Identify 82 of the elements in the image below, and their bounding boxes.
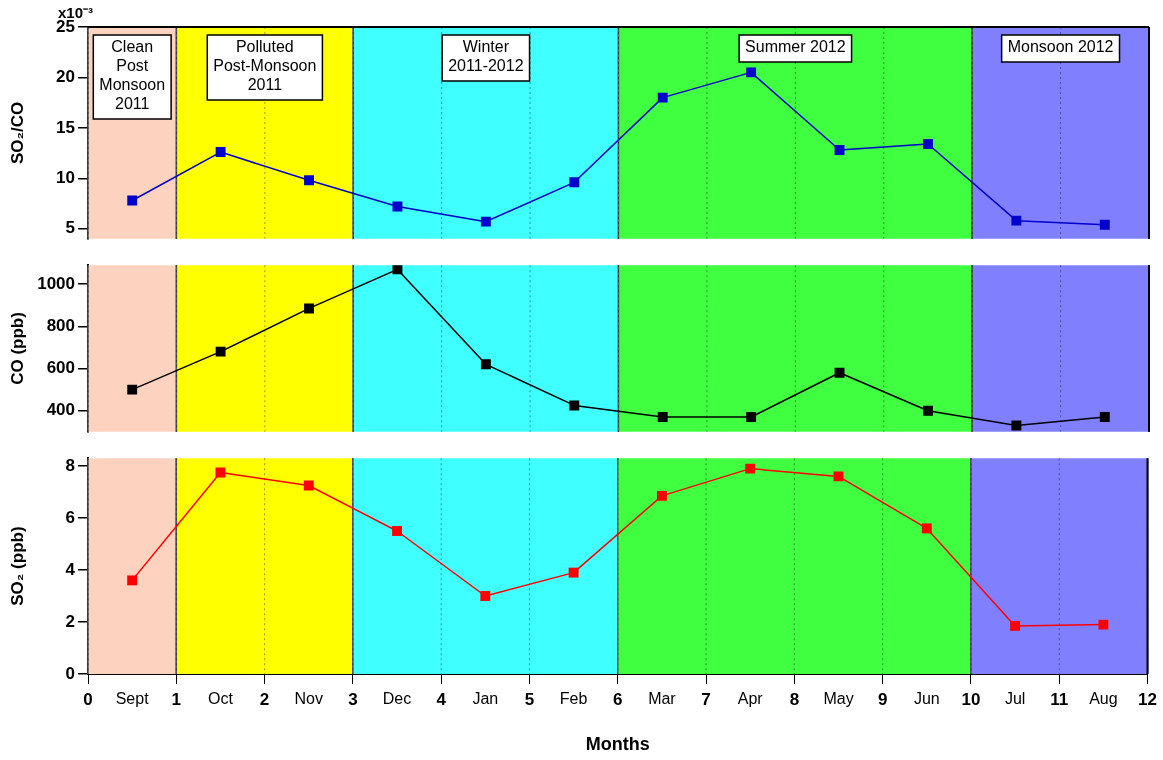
- point: [1099, 412, 1110, 422]
- point: [480, 359, 491, 370]
- x-tick-label: Sept: [115, 690, 150, 708]
- point: [568, 567, 579, 578]
- x-tick-label: Apr: [737, 690, 764, 708]
- y-tick-label: 800: [46, 316, 75, 336]
- point: [745, 463, 756, 474]
- point: [304, 175, 314, 186]
- x-tick-label: 8: [789, 689, 800, 709]
- point: [215, 147, 226, 158]
- point: [392, 526, 402, 536]
- x-tick-label: 5: [524, 689, 535, 709]
- point: [656, 490, 667, 501]
- point: [657, 412, 668, 422]
- point: [1098, 619, 1109, 630]
- band-label: Winter 2011-2012: [448, 38, 524, 75]
- point: [833, 471, 844, 482]
- point: [834, 145, 845, 155]
- y-axis-title: SO₂ (ppb): [7, 526, 27, 606]
- y-tick-label: 400: [46, 400, 75, 420]
- point: [923, 405, 933, 416]
- x-tick-label: Mar: [648, 690, 677, 708]
- x-tick-label: 9: [877, 689, 888, 709]
- x-tick-label: 0: [83, 689, 93, 709]
- x-tick-label: Feb: [559, 690, 588, 708]
- y-tick-label: 2: [65, 611, 75, 631]
- point: [569, 177, 580, 188]
- point: [480, 216, 491, 227]
- point: [215, 467, 226, 478]
- y-tick-label: 6: [65, 507, 75, 527]
- y-tick-label: 8: [65, 455, 75, 475]
- point: [480, 591, 491, 601]
- x-tick-label: Jun: [913, 690, 940, 708]
- x-axis-title: Months: [585, 734, 650, 755]
- point: [127, 384, 138, 395]
- point: [215, 346, 226, 357]
- point: [127, 575, 138, 586]
- point: [1011, 420, 1022, 431]
- x-tick-label: May: [823, 690, 854, 708]
- y-axis-title: CO (ppb): [7, 312, 27, 385]
- x-tick-label: 10: [961, 689, 981, 709]
- x-tick-label: Dec: [382, 690, 412, 708]
- point: [569, 400, 580, 411]
- point: [304, 303, 314, 314]
- point: [834, 367, 845, 378]
- x-tick-label: Aug: [1089, 690, 1118, 708]
- x-tick-label: 1: [171, 689, 182, 709]
- y-tick-label: 1000: [37, 273, 75, 293]
- band-label: Summer 2012: [745, 38, 846, 56]
- y-tick-label: 600: [46, 358, 75, 378]
- point: [303, 480, 314, 491]
- x-tick-label: 4: [436, 689, 447, 709]
- point: [1010, 620, 1021, 631]
- x-tick-label: Jan: [472, 690, 499, 708]
- y-tick-label: 10: [56, 167, 75, 187]
- point: [746, 67, 757, 78]
- x-tick-label: Nov: [294, 690, 323, 708]
- x-tick-label: 2: [259, 689, 270, 709]
- x-tick-label: 3: [348, 689, 358, 709]
- y-tick-label: 5: [65, 218, 75, 238]
- point: [657, 92, 668, 103]
- y-tick-label: 0: [65, 663, 75, 683]
- y-tick-label: 15: [56, 117, 75, 137]
- y-tick-label: 4: [65, 559, 76, 579]
- x-tick-label: 11: [1050, 689, 1069, 709]
- y-axis-title: SO₂/CO: [7, 101, 27, 165]
- x-tick-label: Oct: [208, 690, 234, 708]
- band-label: Polluted Post-Monsoon 2011: [213, 38, 317, 94]
- point: [1011, 215, 1022, 226]
- x-tick-label: 6: [613, 689, 623, 709]
- point: [127, 195, 138, 206]
- y-tick-label: 20: [56, 67, 75, 87]
- point: [921, 523, 932, 534]
- x-tick-label: 12: [1138, 689, 1158, 709]
- band-label: Clean Post Monsoon 2011: [99, 38, 166, 113]
- point: [746, 412, 757, 422]
- point: [923, 139, 933, 149]
- point: [1099, 219, 1110, 230]
- text: x10⁻³: [58, 3, 94, 21]
- x-tick-label: Jul: [1004, 690, 1026, 708]
- x-tick-label: 7: [701, 689, 711, 709]
- band-label: Monsoon 2012: [1007, 38, 1114, 56]
